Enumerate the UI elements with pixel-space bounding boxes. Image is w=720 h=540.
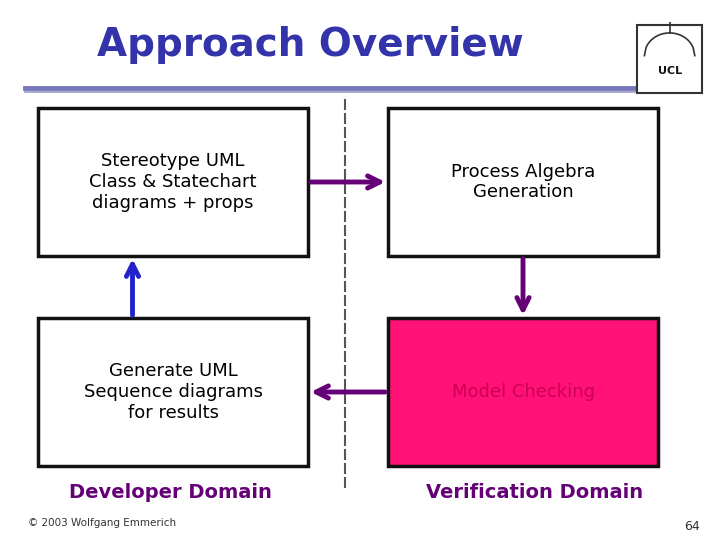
Text: Approach Overview: Approach Overview: [96, 26, 523, 64]
Text: 64: 64: [684, 519, 700, 532]
Text: Model Checking: Model Checking: [451, 383, 595, 401]
Bar: [38, 318, 308, 466]
Bar: [388, 108, 658, 256]
Text: Process Algebra
Generation: Process Algebra Generation: [451, 163, 595, 201]
Bar: [388, 318, 658, 466]
Text: Developer Domain: Developer Domain: [68, 483, 271, 502]
Text: Stereotype UML
Class & Statechart
diagrams + props: Stereotype UML Class & Statechart diagra…: [89, 152, 257, 212]
Text: © 2003 Wolfgang Emmerich: © 2003 Wolfgang Emmerich: [28, 518, 176, 528]
Text: Generate UML
Sequence diagrams
for results: Generate UML Sequence diagrams for resul…: [84, 362, 263, 422]
FancyBboxPatch shape: [637, 25, 702, 93]
Bar: [38, 108, 308, 256]
Text: UCL: UCL: [657, 66, 682, 76]
Text: Verification Domain: Verification Domain: [426, 483, 644, 502]
